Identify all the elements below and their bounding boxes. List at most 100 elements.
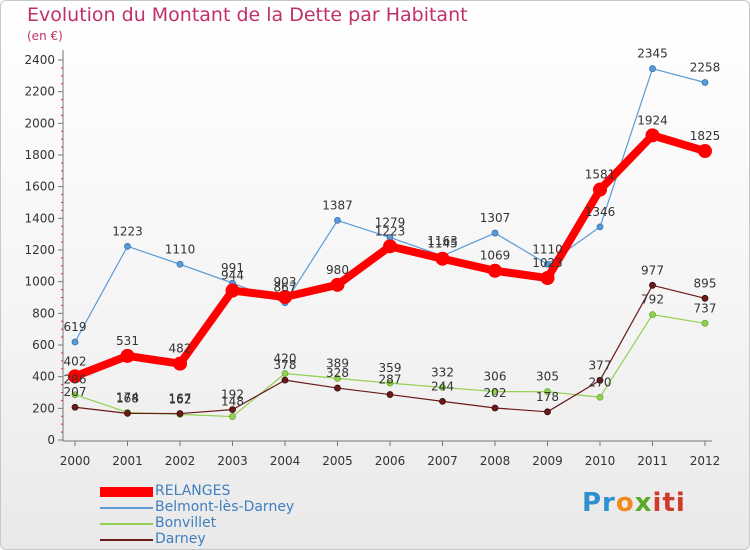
y-tick-label: 600: [32, 338, 55, 352]
legend-swatch: [100, 487, 153, 497]
legend-swatch: [100, 523, 153, 525]
x-tick-label: 2007: [427, 454, 458, 468]
data-label: 895: [694, 276, 717, 290]
data-point: [439, 384, 446, 391]
y-tick-label: 800: [32, 306, 55, 320]
x-tick-label: 2003: [217, 454, 248, 468]
y-tick-label: 0: [47, 433, 55, 447]
y-tick-label: 2200: [24, 85, 55, 99]
data-label: 328: [326, 366, 349, 380]
data-label: 903: [274, 275, 297, 289]
data-point: [229, 406, 236, 414]
data-point: [488, 263, 502, 278]
data-label: 270: [589, 375, 612, 389]
data-point: [176, 260, 184, 268]
data-point: [544, 260, 551, 268]
chart-title: Evolution du Montant de la Dette par Hab…: [27, 4, 468, 26]
data-label: 167: [169, 392, 192, 406]
logo-part: Pr: [582, 488, 616, 518]
data-point: [120, 348, 135, 363]
data-label: 1163: [427, 234, 458, 248]
data-point: [596, 376, 604, 384]
data-point: [439, 397, 446, 405]
data-label: 202: [484, 386, 507, 400]
data-point: [173, 356, 187, 371]
x-tick-label: 2004: [270, 454, 301, 468]
data-point: [383, 239, 397, 254]
data-point: [386, 379, 394, 387]
y-tick-label: 2000: [24, 116, 55, 130]
data-label: 1023: [532, 256, 563, 270]
data-label: 244: [431, 379, 454, 393]
data-label: 867: [274, 281, 297, 295]
data-label: 389: [326, 356, 349, 370]
data-point: [649, 311, 656, 319]
data-label: 1279: [375, 215, 406, 229]
data-label: 1110: [532, 242, 563, 256]
data-label: 168: [116, 391, 139, 405]
data-label: 1223: [112, 224, 143, 238]
y-tick-label: 1600: [24, 180, 55, 194]
data-label: 174: [116, 390, 139, 404]
legend-swatch: [100, 539, 153, 541]
x-tick-label: 2006: [375, 454, 406, 468]
logo-part: iti: [652, 488, 686, 518]
data-label: 1346: [585, 205, 616, 219]
legend-label: Bonvillet: [155, 515, 217, 531]
data-label: 378: [274, 358, 297, 372]
y-tick-label: 1800: [24, 148, 55, 162]
data-label: 1581: [585, 168, 616, 182]
data-label: 2258: [690, 60, 721, 74]
data-label: 1825: [690, 129, 721, 143]
data-point: [435, 251, 450, 266]
logo-part: x: [634, 488, 653, 518]
chart-subtitle: (en €): [27, 29, 63, 43]
data-point: [701, 294, 709, 302]
y-tick-label: 1000: [24, 275, 55, 289]
data-label: 162: [169, 392, 192, 406]
data-point: [124, 409, 131, 417]
data-point: [491, 404, 499, 412]
x-tick-label: 2012: [690, 454, 721, 468]
x-tick-label: 2002: [165, 454, 196, 468]
data-point: [176, 410, 184, 417]
data-label: 991: [221, 261, 244, 275]
data-label: 619: [64, 320, 87, 334]
data-point: [334, 375, 341, 382]
data-point: [225, 283, 240, 298]
data-label: 359: [379, 361, 402, 375]
data-label: 482: [169, 342, 192, 356]
legend-label: Darney: [155, 531, 206, 547]
data-label: 1223: [375, 224, 406, 238]
proxiti-logo: Proxiti: [582, 488, 686, 518]
data-point: [71, 391, 79, 399]
data-label: 1307: [480, 211, 511, 225]
data-label: 1069: [480, 249, 511, 263]
data-point: [281, 376, 289, 384]
data-point: [229, 413, 236, 420]
x-tick-label: 2000: [60, 454, 91, 468]
data-label: 332: [431, 365, 454, 379]
y-tick-label: 2400: [24, 53, 55, 67]
data-point: [540, 271, 555, 286]
data-point: [645, 128, 660, 143]
y-tick-label: 1200: [24, 243, 55, 257]
logo-part: o: [615, 488, 635, 518]
data-label: 207: [64, 385, 87, 399]
data-label: 977: [641, 263, 664, 277]
x-tick-label: 2005: [322, 454, 353, 468]
data-label: 286: [64, 373, 87, 387]
data-label: 737: [694, 301, 717, 315]
data-label: 792: [641, 293, 664, 307]
data-label: 1145: [427, 237, 458, 251]
y-tick-label: 1400: [24, 211, 55, 225]
x-tick-label: 2009: [532, 454, 563, 468]
data-point: [71, 338, 79, 346]
data-point: [68, 369, 82, 384]
data-point: [649, 65, 656, 73]
data-label: 1110: [165, 242, 196, 256]
data-point: [593, 182, 607, 197]
x-tick-label: 2010: [585, 454, 616, 468]
data-point: [491, 388, 499, 395]
data-label: 1924: [637, 113, 668, 127]
